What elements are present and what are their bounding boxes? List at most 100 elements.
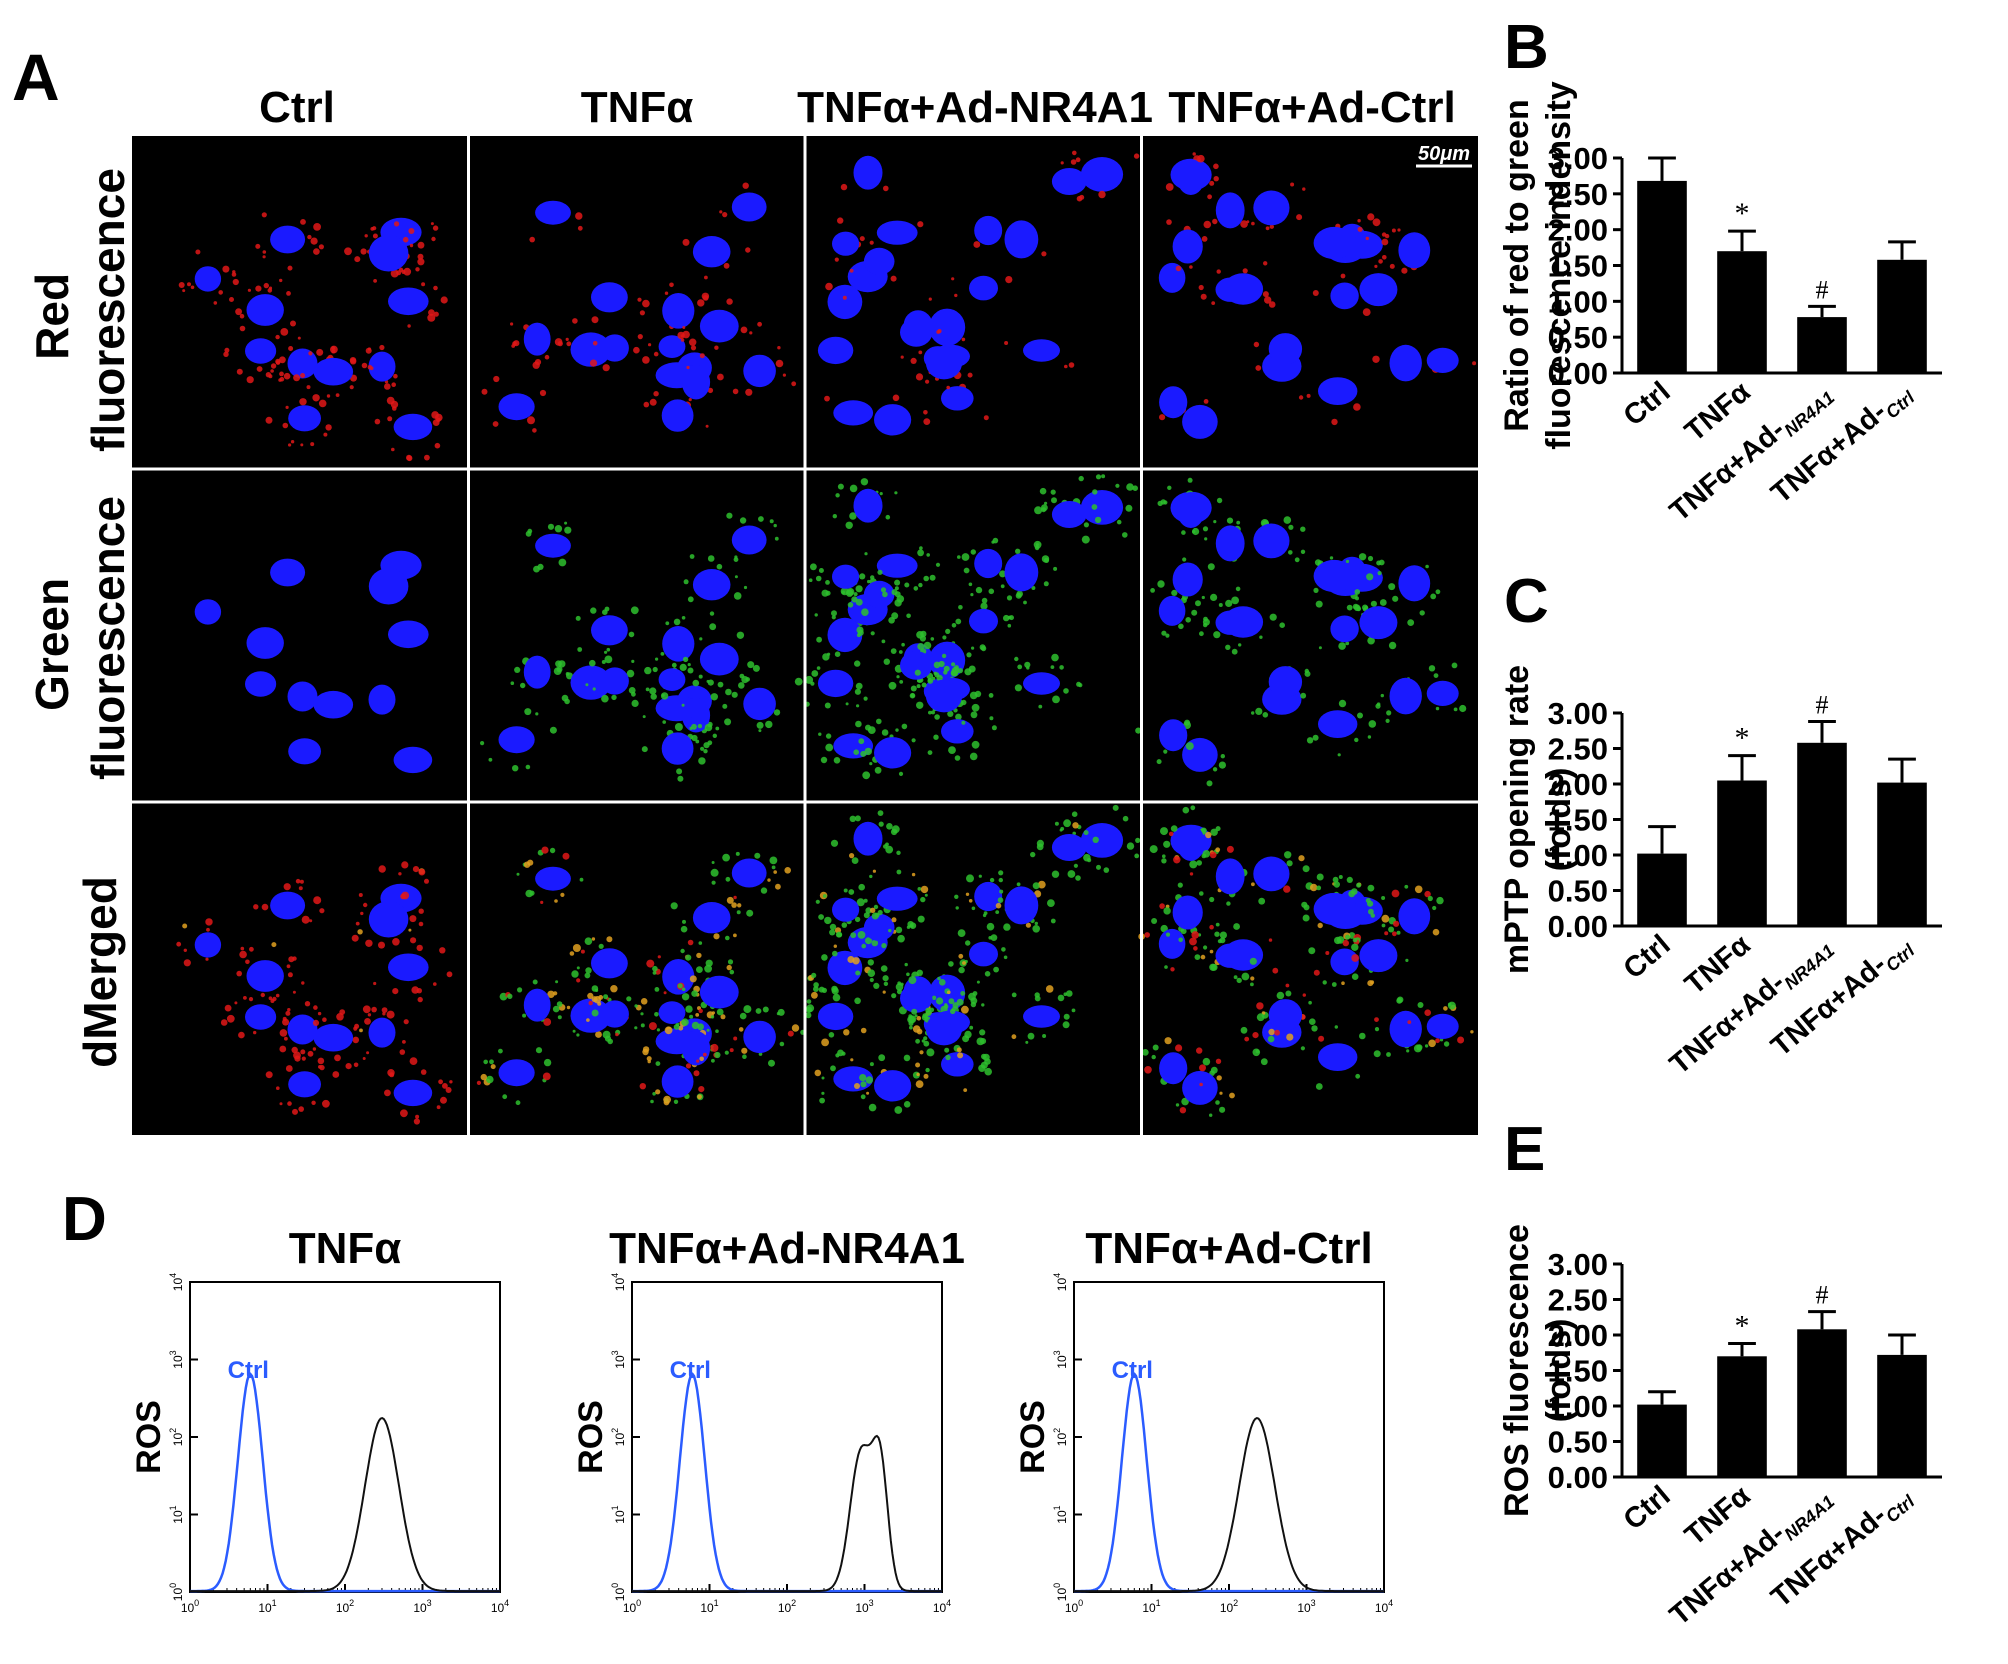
mitochondria-signal xyxy=(590,607,597,614)
mitochondria-signal xyxy=(943,665,950,672)
mitochondria-signal xyxy=(1083,830,1089,836)
category-label-main: TNFα+Ad- xyxy=(1765,396,1892,510)
mitochondria-signal xyxy=(1470,1030,1474,1034)
cell-nucleus xyxy=(1215,858,1245,895)
mitochondria-signal xyxy=(231,272,237,277)
cell-nucleus xyxy=(270,891,306,920)
mitochondria-signal xyxy=(983,415,989,421)
mitochondria-signal xyxy=(522,1013,527,1018)
y-axis-title: Ratio of red to green fluorescence indens… xyxy=(1498,81,1578,450)
mitochondria-signal xyxy=(291,1046,298,1054)
mitochondria-signal xyxy=(1071,1008,1076,1013)
control-label: Ctrl xyxy=(1112,1357,1153,1384)
mitochondria-signal xyxy=(866,1091,870,1095)
mitochondria-signal xyxy=(279,376,285,382)
mitochondria-signal xyxy=(821,1076,825,1080)
mitochondria-signal xyxy=(697,1023,704,1031)
mitochondria-signal xyxy=(978,874,982,878)
mitochondria-signal xyxy=(951,277,955,281)
mitochondria-signal xyxy=(654,987,660,992)
mitochondria-signal xyxy=(372,226,377,231)
mitochondria-signal xyxy=(1424,890,1431,898)
mitochondria-signal xyxy=(1151,1054,1156,1060)
mitochondria-signal xyxy=(1200,827,1207,834)
cell-nucleus xyxy=(827,617,863,653)
mitochondria-signal xyxy=(516,872,520,876)
mitochondria-signal xyxy=(898,650,903,654)
mitochondria-signal xyxy=(322,1017,327,1022)
y-tick-label: 0.00 xyxy=(1548,1460,1608,1495)
mitochondria-signal xyxy=(928,710,932,715)
cell-nucleus xyxy=(662,626,695,662)
mitochondria-signal xyxy=(1351,943,1359,951)
cell-nucleus xyxy=(1182,1070,1218,1105)
mitochondria-signal xyxy=(276,1086,280,1090)
mitochondria-signal xyxy=(944,1047,950,1053)
mitochondria-signal xyxy=(476,1080,481,1085)
mitochondria-signal xyxy=(697,1094,702,1100)
cell-nucleus xyxy=(313,1023,354,1052)
mitochondria-signal xyxy=(1001,947,1006,952)
y-tick-exponent: 4 xyxy=(1052,1273,1062,1278)
mitochondria-signal xyxy=(685,954,692,961)
mitochondria-signal xyxy=(352,1036,360,1044)
mitochondria-signal xyxy=(1316,885,1322,891)
x-tick-label: 102 xyxy=(778,1598,796,1615)
mitochondria-signal xyxy=(360,248,367,255)
mitochondria-signal xyxy=(1331,418,1338,426)
mitochondria-signal xyxy=(705,424,709,428)
mitochondria-signal xyxy=(584,972,591,979)
mitochondria-signal xyxy=(830,1065,836,1072)
mitochondria-signal xyxy=(923,1036,928,1041)
mitochondria-signal xyxy=(854,688,862,695)
mitochondria-signal xyxy=(1367,213,1375,221)
mitochondria-signal xyxy=(919,546,923,550)
mitochondria-signal xyxy=(669,282,674,288)
mitochondria-signal xyxy=(1039,487,1047,495)
mitochondria-signal xyxy=(687,596,694,603)
mitochondria-signal xyxy=(353,1062,359,1068)
mitochondria-signal xyxy=(229,297,234,302)
mitochondria-signal xyxy=(319,908,325,914)
mitochondria-signal xyxy=(374,418,381,425)
mitochondria-signal xyxy=(706,1028,710,1032)
mitochondria-signal xyxy=(544,354,550,360)
mitochondria-signal xyxy=(363,902,368,908)
mitochondria-signal xyxy=(729,1048,734,1053)
mitochondria-signal xyxy=(1125,504,1133,512)
mitochondria-signal xyxy=(427,313,436,322)
mitochondria-signal xyxy=(909,1025,913,1030)
mitochondria-signal xyxy=(834,257,839,262)
cell-nucleus xyxy=(600,667,629,695)
mitochondria-signal xyxy=(577,225,583,231)
mitochondria-signal xyxy=(182,923,188,929)
mitochondria-signal xyxy=(945,1054,951,1061)
mitochondria-signal xyxy=(1151,918,1158,924)
mitochondria-signal xyxy=(1284,851,1292,859)
mitochondria-signal xyxy=(1433,673,1439,678)
mitochondria-signal xyxy=(970,711,978,719)
mitochondria-signal xyxy=(821,589,829,597)
mitochondria-signal xyxy=(870,631,875,636)
cell-nucleus xyxy=(1318,710,1358,738)
y-tick-label: 1.50 xyxy=(1548,249,1608,284)
mitochondria-signal xyxy=(646,1056,652,1062)
mitochondria-signal xyxy=(1294,557,1300,563)
mitochondria-signal xyxy=(213,301,218,305)
mitochondria-signal xyxy=(722,703,728,709)
cell-nucleus xyxy=(1268,999,1303,1031)
mitochondria-signal xyxy=(883,658,890,665)
mitochondria-signal xyxy=(769,856,778,865)
cell-nucleus xyxy=(925,346,963,380)
mitochondria-signal xyxy=(1225,599,1233,608)
mitochondria-signal xyxy=(239,325,246,332)
mitochondria-signal xyxy=(948,961,954,967)
mitochondria-signal xyxy=(595,1031,602,1038)
flow-histogram-tnfa: TNFα100100101101102102103103104104ROSCtr… xyxy=(130,1224,509,1615)
cell-nucleus xyxy=(658,335,686,358)
micrograph-cell xyxy=(1158,152,1477,439)
mitochondria-signal xyxy=(290,440,295,444)
mitochondria-signal xyxy=(234,1001,238,1005)
mitochondria-signal xyxy=(406,455,413,462)
